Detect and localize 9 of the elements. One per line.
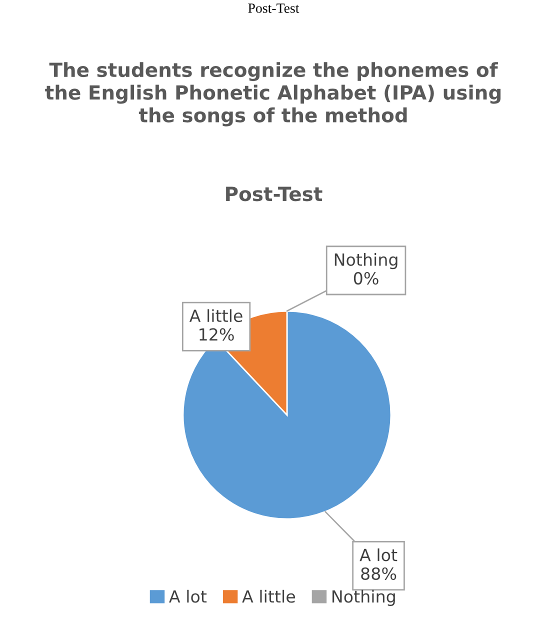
legend-label: A little [242,590,295,603]
legend-label: Nothing [332,590,395,606]
legend-label: A lot [169,590,207,603]
text: Post-Test [248,4,300,13]
text: Nothing 0% [334,253,398,285]
chart-subtitle: Post-Test [226,186,322,202]
chart-title: The students recognize the phonemes of the English Phonetic Alphabet (IPA) using the songs of the method [45,62,501,126]
data-label: A little 12% [189,309,242,341]
data-label: A lot 88% [360,548,398,580]
